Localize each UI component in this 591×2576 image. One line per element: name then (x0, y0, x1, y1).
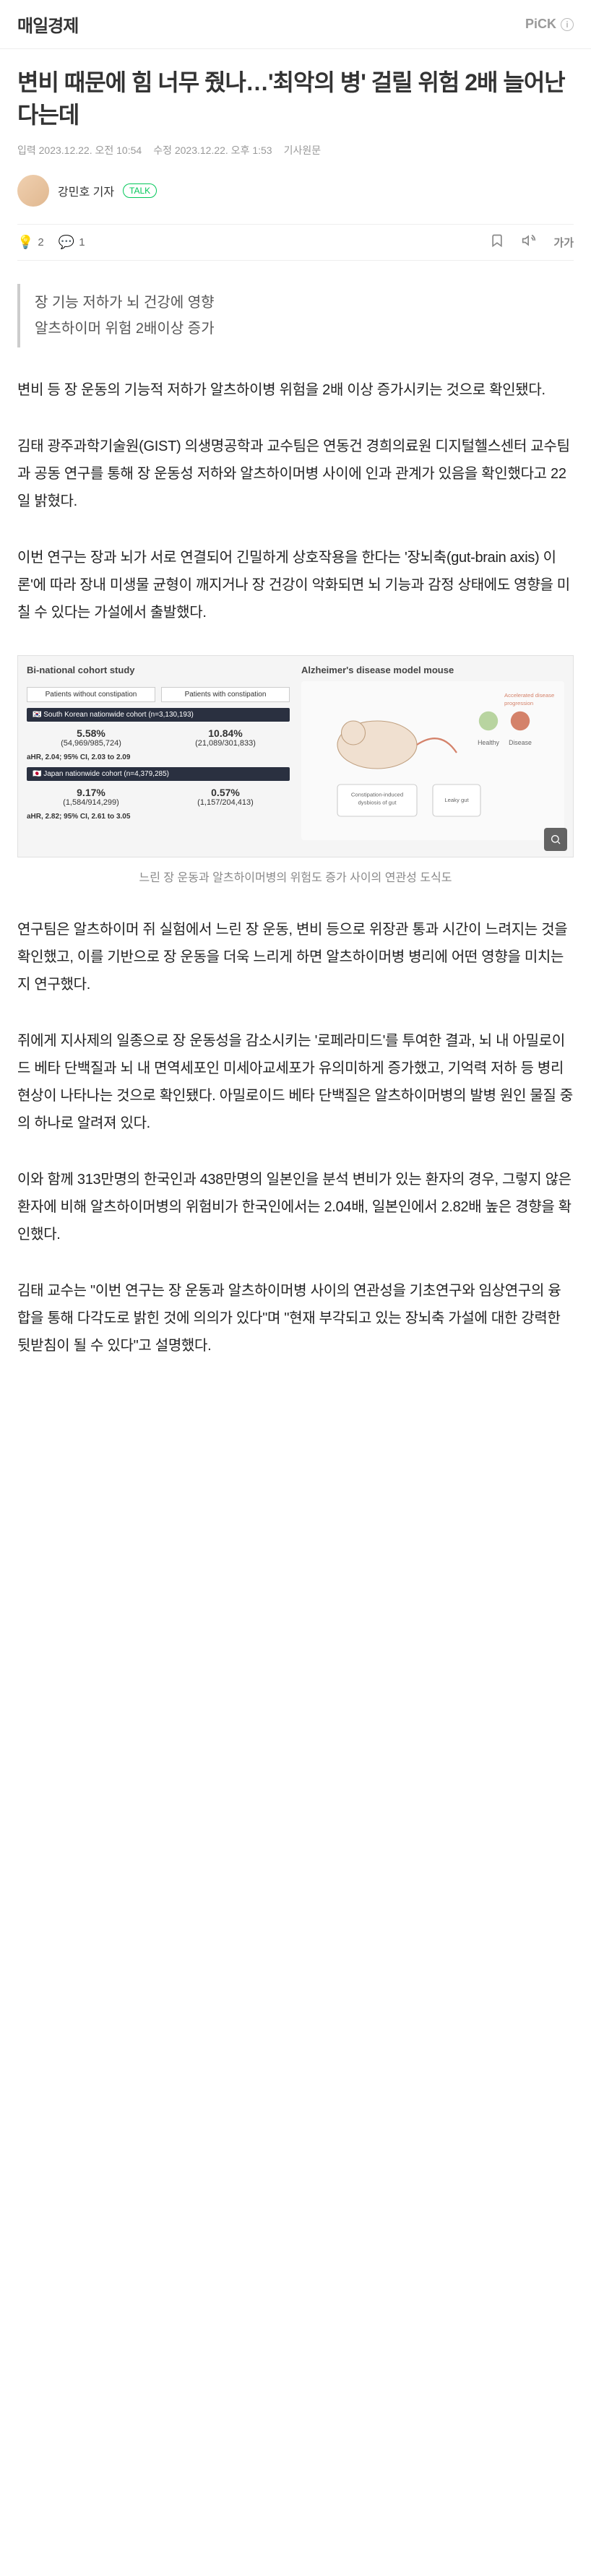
svg-text:Accelerated disease: Accelerated disease (504, 692, 554, 699)
origin-link[interactable]: 기사원문 (284, 143, 322, 157)
svg-text:Disease: Disease (509, 739, 532, 746)
pick-badge[interactable]: PiCK i (525, 17, 574, 32)
figure-image[interactable]: Bi-national cohort study Patients withou… (17, 655, 574, 857)
stat: 5.58% (54,969/985,724) (27, 727, 155, 748)
korea-hr: aHR, 2.04; 95% CI, 2.03 to 2.09 (27, 753, 290, 761)
author-avatar[interactable] (17, 175, 49, 207)
figure-left-title: Bi-national cohort study (27, 665, 290, 675)
paragraph: 김태 광주과학기술원(GIST) 의생명공학과 교수팀은 연동건 경희의료원 디… (17, 433, 574, 515)
info-icon[interactable]: i (561, 18, 574, 31)
japan-hr: aHR, 2.82; 95% CI, 2.61 to 3.05 (27, 813, 290, 821)
comment-icon: 💬 (59, 235, 74, 250)
figure-caption: 느린 장 운동과 알츠하이머병의 위험도 증가 사이의 연관성 도식도 (17, 869, 574, 888)
summary-line: 알츠하이머 위험 2배이상 증가 (35, 316, 574, 342)
reaction-like[interactable]: 💡 2 (17, 235, 44, 250)
svg-text:dysbiosis of gut: dysbiosis of gut (358, 799, 397, 805)
published-time: 입력 2023.12.22. 오전 10:54 (17, 143, 142, 157)
stat: 9.17% (1,584/914,299) (27, 787, 155, 807)
mouse-diagram: Healthy Disease Constipation-induced dys… (301, 681, 564, 840)
summary-box: 장 기능 저하가 뇌 건강에 영향 알츠하이머 위험 2배이상 증가 (17, 284, 574, 347)
paragraph: 변비 등 장 운동의 기능적 저하가 알츠하이병 위험을 2배 이상 증가시키는… (17, 376, 574, 404)
paragraph: 이번 연구는 장과 뇌가 서로 연결되어 긴밀하게 상호작용을 한다는 '장뇌축… (17, 544, 574, 626)
stat: 0.57% (1,157/204,413) (161, 787, 290, 807)
svg-text:progression: progression (504, 700, 533, 706)
japan-cohort-label: 🇯🇵 Japan nationwide cohort (n=4,379,285) (27, 767, 290, 781)
paragraph: 쥐에게 지사제의 일종으로 장 운동성을 감소시키는 '로페라미드'를 투여한 … (17, 1027, 574, 1137)
paragraph: 이와 함께 313만명의 한국인과 438만명의 일본인을 분석 변비가 있는 … (17, 1166, 574, 1248)
text-size-button[interactable]: 가가 (553, 235, 574, 250)
talk-button[interactable]: TALK (123, 183, 157, 198)
bookmark-icon[interactable] (490, 233, 504, 251)
publisher-logo[interactable]: 매일경제 (17, 12, 78, 37)
figure-right-title: Alzheimer's disease model mouse (301, 665, 564, 675)
comment-button[interactable]: 💬 1 (59, 235, 85, 250)
stat: 10.84% (21,089/301,833) (161, 727, 290, 748)
korea-cohort-label: 🇰🇷 South Korean nationwide cohort (n=3,1… (27, 708, 290, 722)
tts-icon[interactable] (522, 233, 536, 251)
cohort-header: Patients with constipation (161, 687, 290, 702)
author-name[interactable]: 강민호 기자 (58, 182, 114, 199)
expand-icon[interactable] (544, 828, 567, 851)
summary-line: 장 기능 저하가 뇌 건강에 영향 (35, 290, 574, 316)
svg-text:Leaky gut: Leaky gut (444, 797, 469, 803)
paragraph: 연구팀은 알츠하이머 쥐 실험에서 느린 장 운동, 변비 등으로 위장관 통과… (17, 916, 574, 998)
article-figure: Bi-national cohort study Patients withou… (17, 655, 574, 888)
svg-text:Healthy: Healthy (478, 739, 499, 746)
article-title: 변비 때문에 힘 너무 줬나…'최악의 병' 걸릴 위험 2배 늘어난다는데 (17, 66, 574, 131)
lightbulb-icon: 💡 (17, 235, 33, 250)
svg-text:Constipation-induced: Constipation-induced (351, 791, 403, 798)
modified-time: 수정 2023.12.22. 오후 1:53 (153, 143, 272, 157)
cohort-header: Patients without constipation (27, 687, 155, 702)
paragraph: 김태 교수는 "이번 연구는 장 운동과 알츠하이머병 사이의 연관성을 기초연… (17, 1277, 574, 1360)
